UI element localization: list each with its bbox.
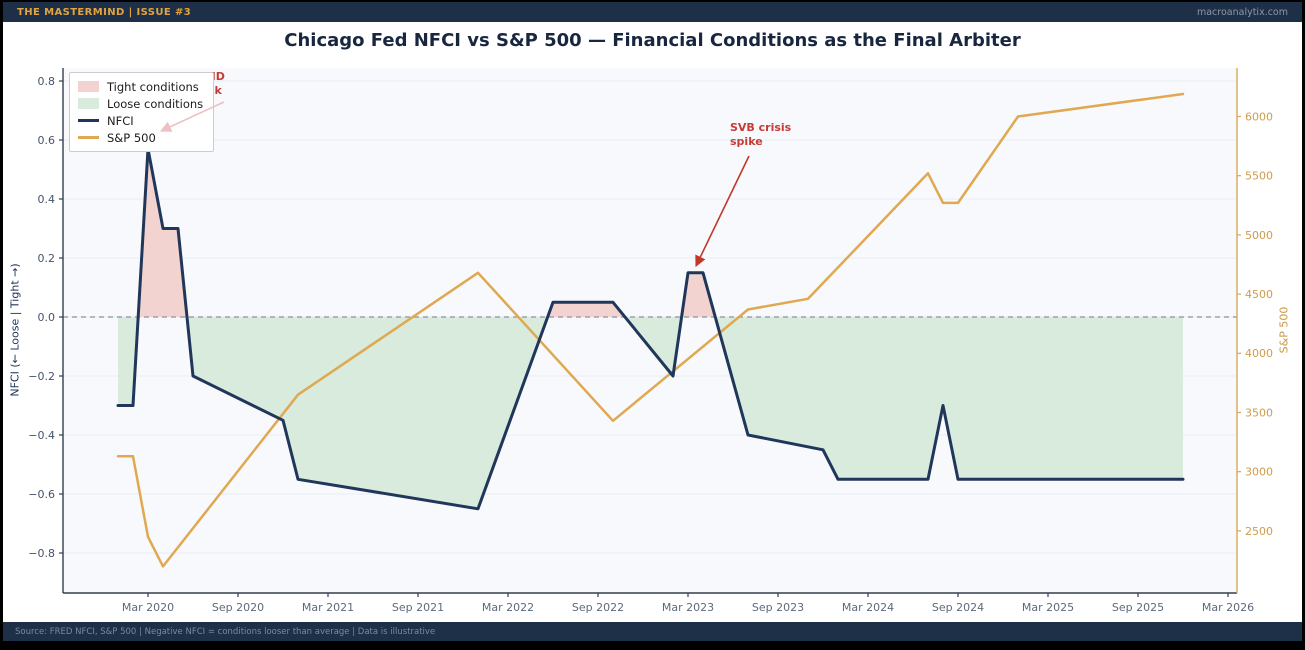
annotation-svb-line2: spike <box>730 134 763 148</box>
svg-text:−0.6: −0.6 <box>28 488 55 501</box>
sp500-line-swatch <box>78 136 99 139</box>
svg-text:Sep 2025: Sep 2025 <box>1112 601 1164 614</box>
svg-text:Mar 2026: Mar 2026 <box>1202 601 1254 614</box>
annotation-svb-crisis: SVB crisis spike <box>730 121 791 148</box>
svg-text:0.2: 0.2 <box>38 252 56 265</box>
nfci-line-swatch <box>78 119 99 122</box>
svg-text:Sep 2022: Sep 2022 <box>572 601 624 614</box>
svg-text:Mar 2021: Mar 2021 <box>302 601 354 614</box>
source-note: Source: FRED NFCI, S&P 500 | Negative NF… <box>15 626 436 637</box>
tight-conditions-swatch <box>78 81 99 92</box>
svg-text:4500: 4500 <box>1245 288 1273 301</box>
svg-text:0.4: 0.4 <box>38 193 56 206</box>
svg-text:4000: 4000 <box>1245 347 1273 360</box>
legend-item-tight: Tight conditions <box>78 78 203 95</box>
svg-text:5500: 5500 <box>1245 170 1273 183</box>
svg-text:Mar 2022: Mar 2022 <box>482 601 534 614</box>
svg-text:−0.8: −0.8 <box>28 547 55 560</box>
svg-text:5000: 5000 <box>1245 229 1273 242</box>
loose-conditions-swatch <box>78 98 99 109</box>
legend-item-loose: Loose conditions <box>78 95 203 112</box>
svg-text:Mar 2020: Mar 2020 <box>122 601 174 614</box>
legend-label: Loose conditions <box>107 96 204 111</box>
svg-text:0.6: 0.6 <box>38 134 56 147</box>
svg-text:6000: 6000 <box>1245 110 1273 123</box>
svg-text:Sep 2020: Sep 2020 <box>212 601 264 614</box>
site-url: macroanalytix.com <box>1196 6 1288 18</box>
svg-text:Sep 2023: Sep 2023 <box>752 601 804 614</box>
legend-item-sp500: S&P 500 <box>78 129 203 146</box>
legend-label: S&P 500 <box>107 130 156 145</box>
svg-text:3500: 3500 <box>1245 406 1273 419</box>
svg-text:0.0: 0.0 <box>38 311 56 324</box>
svg-text:Mar 2024: Mar 2024 <box>842 601 894 614</box>
svg-text:Mar 2025: Mar 2025 <box>1022 601 1074 614</box>
svg-text:Sep 2021: Sep 2021 <box>392 601 444 614</box>
legend-label: NFCI <box>107 113 134 128</box>
svg-text:0.8: 0.8 <box>38 75 56 88</box>
annotation-svb-line1: SVB crisis <box>730 121 792 134</box>
svg-text:2500: 2500 <box>1245 525 1273 538</box>
chart-title: Chicago Fed NFCI vs S&P 500 — Financial … <box>284 30 1021 51</box>
legend: Tight conditions Loose conditions NFCI S… <box>69 72 215 152</box>
svg-text:−0.2: −0.2 <box>28 370 55 383</box>
svg-text:3000: 3000 <box>1245 466 1273 479</box>
footer-bar: Source: FRED NFCI, S&P 500 | Negative NF… <box>3 622 1302 641</box>
svg-text:Sep 2024: Sep 2024 <box>932 601 984 614</box>
legend-label: Tight conditions <box>107 79 199 94</box>
svg-text:−0.4: −0.4 <box>28 429 55 442</box>
svg-text:Mar 2023: Mar 2023 <box>662 601 714 614</box>
newsletter-brand: THE MASTERMIND | ISSUE #3 <box>17 6 192 18</box>
top-bar: THE MASTERMIND | ISSUE #3 macroanalytix.… <box>3 2 1302 22</box>
legend-item-nfci: NFCI <box>78 112 203 129</box>
